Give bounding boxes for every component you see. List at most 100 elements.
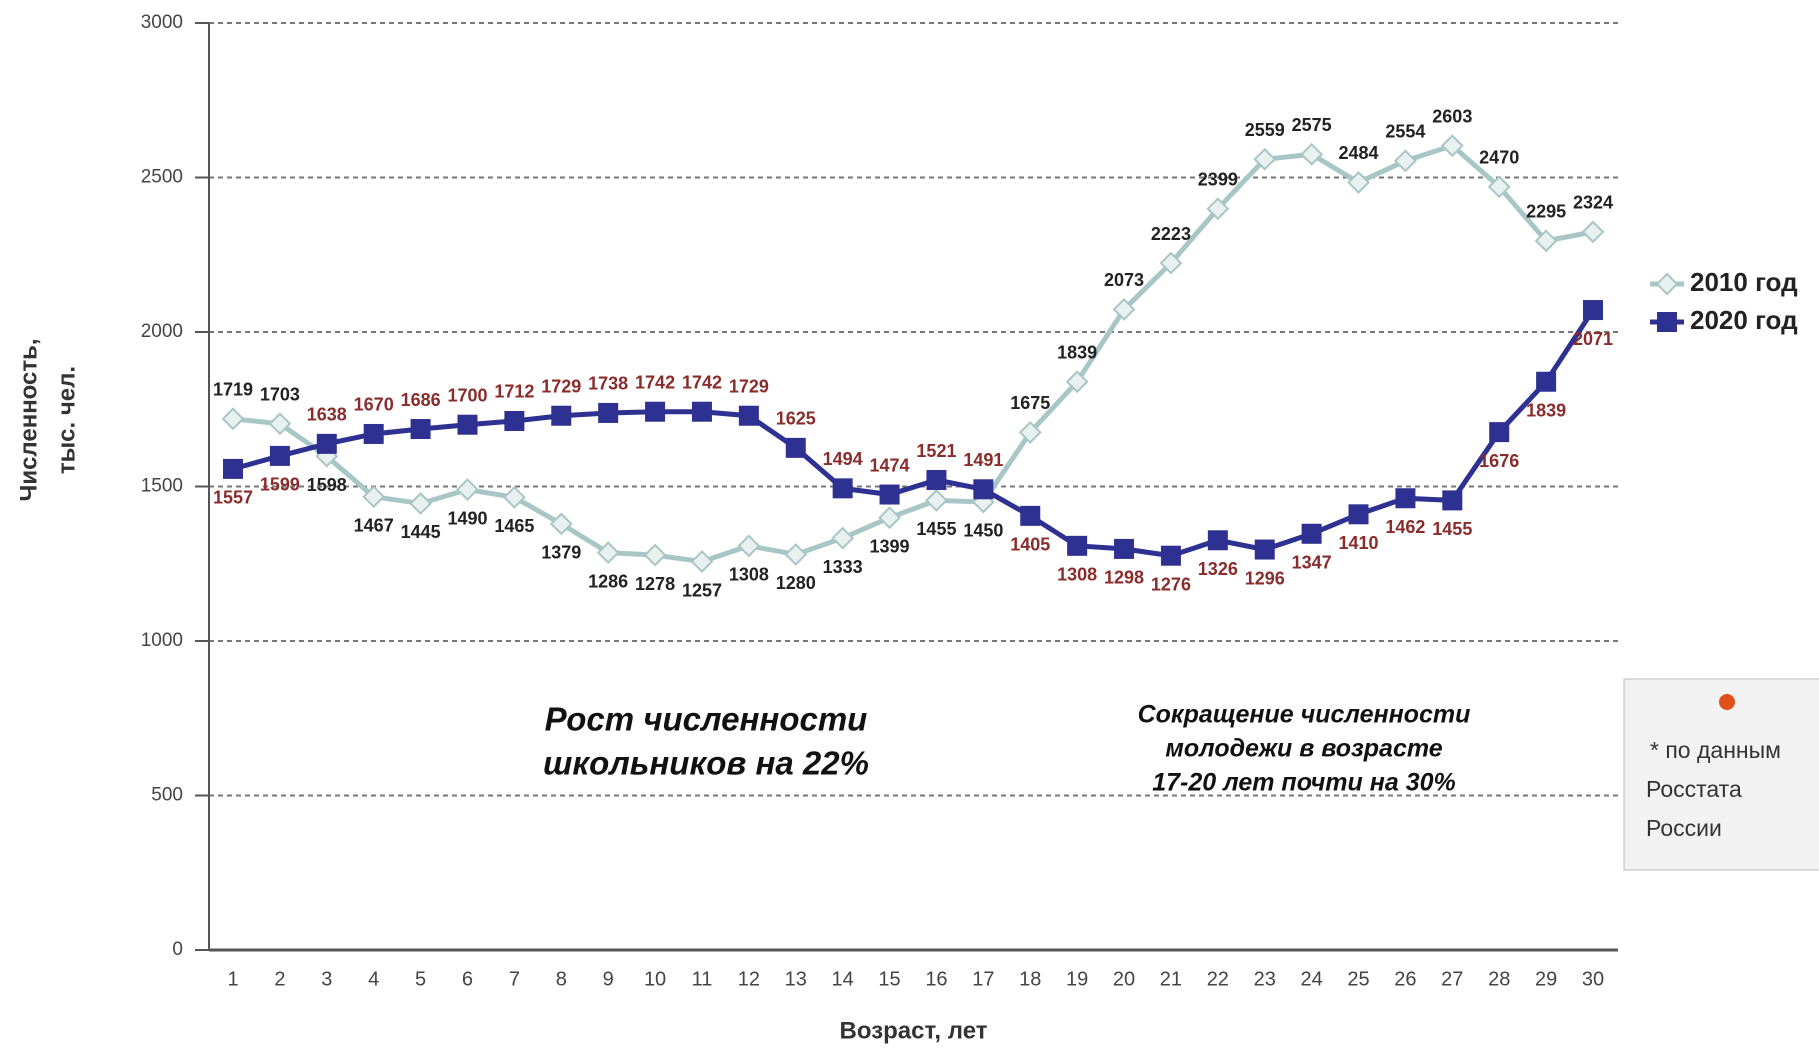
marker — [692, 552, 712, 572]
marker — [457, 415, 477, 435]
x-axis-title: Возраст, лет — [840, 1017, 988, 1044]
marker — [926, 490, 946, 510]
data-label: 1379 — [541, 543, 581, 563]
data-label: 2559 — [1245, 120, 1285, 140]
x-tick-label: 4 — [368, 968, 379, 990]
data-label: 1347 — [1292, 553, 1332, 573]
x-tick-label: 26 — [1394, 968, 1416, 990]
x-tick-label: 18 — [1019, 968, 1041, 990]
data-label: 1625 — [776, 409, 816, 429]
y-tick-label: 1000 — [141, 630, 183, 651]
data-label: 1445 — [401, 522, 441, 542]
marker — [1302, 524, 1322, 544]
page: 0500100015002000250030001234567891011121… — [0, 0, 1819, 1049]
data-label: 1308 — [1057, 565, 1097, 585]
marker — [645, 545, 665, 565]
marker — [1395, 151, 1415, 171]
x-tick-label: 16 — [925, 968, 947, 990]
data-label: 1839 — [1057, 342, 1097, 362]
x-tick-label: 22 — [1207, 968, 1229, 990]
marker — [504, 411, 524, 431]
x-tick-label: 21 — [1160, 968, 1182, 990]
data-label: 1742 — [682, 372, 722, 392]
data-label: 1278 — [635, 574, 675, 594]
x-tick-label: 13 — [785, 968, 807, 990]
data-label: 1280 — [776, 573, 816, 593]
data-label: 1399 — [870, 536, 910, 556]
note-pin — [1719, 694, 1735, 710]
marker — [926, 470, 946, 490]
data-label: 1490 — [447, 508, 487, 528]
data-label: 1738 — [588, 374, 628, 394]
x-tick-label: 23 — [1254, 968, 1276, 990]
data-label: 2295 — [1526, 202, 1566, 222]
data-label: 1286 — [588, 571, 628, 591]
marker — [223, 459, 243, 479]
marker — [1208, 530, 1228, 550]
data-label: 1638 — [307, 405, 347, 425]
marker — [504, 487, 524, 507]
data-label: 1410 — [1338, 533, 1378, 553]
data-label: 1494 — [823, 449, 863, 469]
data-label: 1703 — [260, 385, 300, 405]
data-label: 1462 — [1385, 517, 1425, 537]
legend-marker — [1657, 312, 1677, 332]
data-label: 1719 — [213, 380, 253, 400]
marker — [551, 406, 571, 426]
data-label: 1557 — [213, 488, 253, 508]
x-tick-label: 11 — [692, 968, 713, 990]
marker — [1114, 539, 1134, 559]
data-label: 1521 — [916, 441, 956, 461]
data-label: 1700 — [447, 385, 487, 405]
marker — [223, 409, 243, 429]
x-tick-label: 12 — [738, 968, 760, 990]
marker — [1020, 506, 1040, 526]
x-tick-label: 25 — [1347, 968, 1369, 990]
marker — [1536, 372, 1556, 392]
chart: 0500100015002000250030001234567891011121… — [0, 0, 1819, 1049]
marker — [833, 478, 853, 498]
x-tick-label: 30 — [1582, 968, 1604, 990]
annotation: 17-20 лет почти на 30% — [1152, 769, 1456, 797]
marker — [692, 402, 712, 422]
y-tick-label: 2500 — [141, 167, 183, 188]
x-tick-label: 3 — [321, 968, 332, 990]
data-label: 1467 — [354, 515, 394, 535]
marker — [1583, 222, 1603, 242]
data-label: 1455 — [1432, 519, 1472, 539]
data-label: 1326 — [1198, 559, 1238, 579]
data-label: 1839 — [1526, 400, 1566, 420]
data-label: 1405 — [1010, 535, 1050, 555]
data-label: 1450 — [963, 521, 1003, 541]
data-label: 1333 — [823, 557, 863, 577]
data-label: 1670 — [354, 395, 394, 415]
y-tick-label: 500 — [151, 785, 183, 806]
data-label: 2554 — [1385, 122, 1425, 142]
marker — [973, 479, 993, 499]
data-label: 1491 — [963, 450, 1003, 470]
data-label: 2324 — [1573, 193, 1613, 213]
x-tick-label: 9 — [603, 968, 614, 990]
y-tick-label: 3000 — [141, 12, 183, 33]
marker — [880, 508, 900, 528]
x-tick-label: 1 — [227, 968, 238, 990]
legend-label: 2020 год — [1690, 305, 1798, 335]
data-label: 1308 — [729, 565, 769, 585]
data-label: 1257 — [682, 580, 722, 600]
data-label: 2071 — [1573, 329, 1613, 349]
data-label: 2484 — [1338, 143, 1378, 163]
marker — [598, 403, 618, 423]
data-label: 1455 — [916, 519, 956, 539]
marker — [411, 419, 431, 439]
x-tick-label: 20 — [1113, 968, 1135, 990]
marker — [1067, 536, 1087, 556]
marker — [411, 493, 431, 513]
x-tick-label: 29 — [1535, 968, 1557, 990]
y-axis-title: тыс. чел. — [53, 366, 80, 474]
marker — [364, 424, 384, 444]
annotation: молодежи в возрасте — [1165, 735, 1442, 763]
marker — [1161, 546, 1181, 566]
x-tick-label: 28 — [1488, 968, 1510, 990]
marker — [1442, 490, 1462, 510]
x-tick-label: 5 — [415, 968, 426, 990]
